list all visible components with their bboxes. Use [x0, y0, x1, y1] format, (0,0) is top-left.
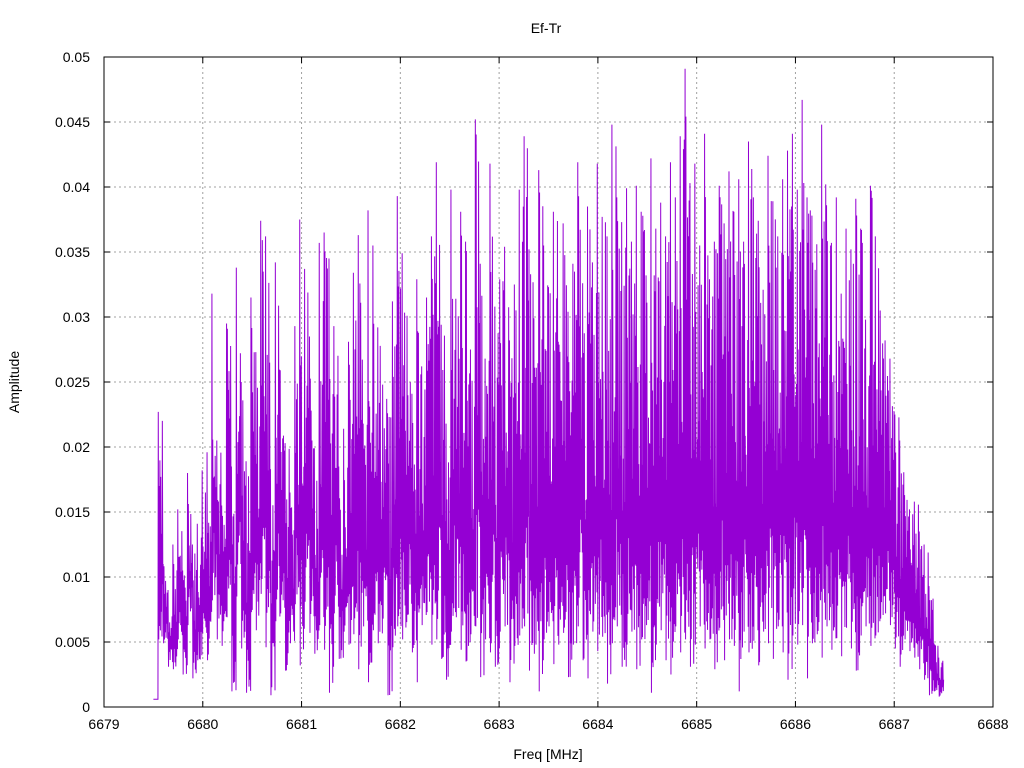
y-tick-label: 0.01	[63, 569, 90, 585]
x-tick-label: 6686	[780, 716, 811, 732]
x-tick-label: 6683	[484, 716, 515, 732]
y-tick-label: 0.05	[63, 49, 90, 65]
x-tick-label: 6680	[187, 716, 218, 732]
x-axis-label: Freq [MHz]	[513, 746, 582, 762]
y-tick-label: 0.045	[55, 114, 90, 130]
x-tick-label: 6681	[286, 716, 317, 732]
x-tick-label: 6684	[582, 716, 613, 732]
series-group	[153, 68, 945, 700]
y-axis-label: Amplitude	[6, 351, 22, 413]
y-tick-label: 0.015	[55, 504, 90, 520]
y-tick-label: 0.02	[63, 439, 90, 455]
y-tick-label: 0.005	[55, 634, 90, 650]
tick-labels: 6679 6680 6681 6682 6683 6684 6685 6686 6687 6688…	[55, 49, 1009, 732]
y-tick-label: 0.035	[55, 244, 90, 260]
y-tick-label: 0.025	[55, 374, 90, 390]
chart-title: Ef-Tr	[531, 20, 562, 36]
y-tick-label: 0.03	[63, 309, 90, 325]
x-tick-label: 6688	[977, 716, 1008, 732]
x-tick-label: 6682	[385, 716, 416, 732]
y-tick-label: 0.04	[63, 179, 90, 195]
plot-frame	[103, 56, 994, 708]
x-tick-label: 6679	[88, 716, 119, 732]
series-line	[153, 68, 945, 700]
x-tick-label: 6685	[681, 716, 712, 732]
x-tick-label: 6687	[879, 716, 910, 732]
y-tick-label: 0	[82, 699, 90, 715]
